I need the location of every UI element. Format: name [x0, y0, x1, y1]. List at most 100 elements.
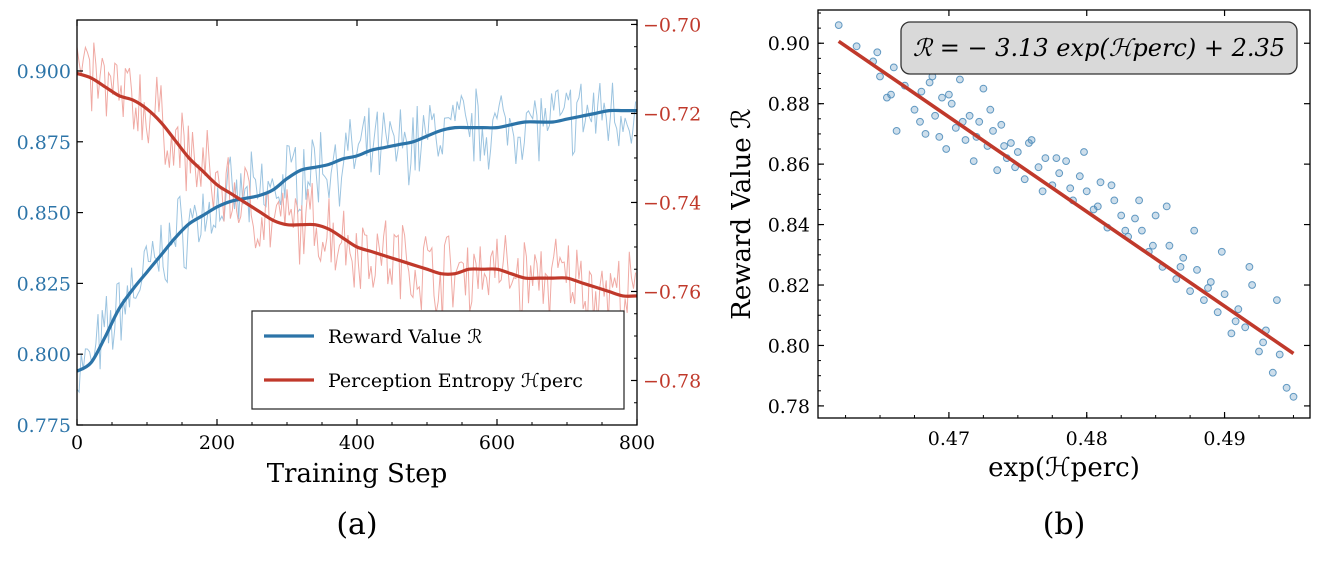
chart-b-frame [817, 9, 1311, 419]
scatter-point [1255, 347, 1263, 356]
scatter-point [917, 87, 926, 96]
scatter-point [852, 42, 861, 51]
x-tick-label: 800 [619, 432, 655, 454]
x-tick-label: 0.49 [1203, 428, 1245, 450]
left-tick-label: 0.875 [17, 132, 71, 154]
y-tick-label: 0.84 [768, 215, 810, 237]
y-tick-label: 0.86 [768, 154, 810, 176]
x-tick-label: 400 [339, 432, 375, 454]
scatter-point [979, 84, 988, 93]
chart-a-x-axis: 0 200 400 600 800 [71, 20, 655, 454]
legend-box [251, 310, 625, 410]
left-tick-label: 0.800 [17, 344, 71, 366]
scatter-point [1096, 178, 1105, 187]
scatter-point [1082, 187, 1091, 196]
scatter-point [1080, 148, 1088, 156]
y-tick-label: 0.80 [768, 335, 810, 357]
scatter-point [935, 133, 944, 141]
scatter-point [1041, 154, 1050, 163]
scatter-point [1289, 392, 1298, 401]
x-tick-label: 0.48 [1066, 428, 1108, 450]
legend-label-reward: Reward Value ℛ [328, 326, 483, 348]
chart-a-legend: Reward Value ℛ Perception Entropy ℋperc [251, 310, 625, 410]
scatter-point [889, 63, 898, 72]
annotation-equation: ℛ = − 3.13 exp(ℋperc) + 2.35 [913, 34, 1285, 62]
scatter-point [1066, 184, 1075, 193]
scatter-point [1282, 383, 1291, 392]
chart-a: 0 200 400 600 800 0.7750.8000.8250.8500.8750… [17, 14, 702, 542]
chart-b-x-axis: 0.47 0.48 0.49 [845, 10, 1294, 450]
scatter-point [1186, 287, 1194, 296]
scatter-point [1162, 202, 1171, 211]
x-tick-label: 0.47 [928, 428, 970, 450]
scatter-point [1190, 226, 1199, 235]
scatter-point [956, 75, 964, 84]
chart-b-x-label: exp(ℋperc) [988, 453, 1140, 483]
scatter-point [931, 111, 939, 120]
scatter-point [1020, 175, 1029, 184]
chart-b-caption: (b) [1043, 507, 1086, 542]
x-tick-label: 0 [71, 432, 83, 454]
chart-b: 0.47 0.48 0.49 0.78 0.80 0.82 0.84 0.86 0.88 0.9… [727, 9, 1311, 542]
scatter-point [834, 21, 843, 30]
scatter-point [1117, 211, 1126, 220]
scatter-point [942, 145, 951, 153]
chart-a-caption: (a) [336, 507, 377, 542]
scatter-point [1275, 350, 1284, 359]
scatter-point [1131, 214, 1139, 223]
scatter-point [1093, 202, 1102, 211]
y-tick-label: 0.78 [768, 396, 810, 418]
scatter-point [975, 117, 984, 126]
left-tick-label: 0.900 [17, 61, 71, 83]
scatter-point [1200, 296, 1208, 305]
right-tick-label: −0.72 [643, 103, 701, 125]
right-tick-label: −0.78 [643, 370, 701, 392]
chart-a-smooth-lines [77, 71, 637, 373]
scatter-point [1034, 163, 1043, 172]
scatter-point [1121, 226, 1130, 235]
scatter-point [945, 90, 953, 99]
scatter-point [1038, 187, 1047, 196]
scatter-point [1231, 317, 1240, 326]
scatter-point [887, 90, 895, 99]
scatter-point [961, 136, 970, 144]
scatter-point [965, 111, 974, 120]
chart-b-points [834, 21, 1298, 401]
scatter-point [1110, 196, 1119, 205]
scatter-point [951, 124, 960, 132]
scatter-point [1179, 253, 1188, 262]
scatter-point [1241, 323, 1250, 332]
scatter-point [910, 105, 919, 114]
scatter-point [1248, 281, 1256, 289]
scatter-point [1273, 296, 1281, 305]
scatter-point [986, 105, 995, 114]
chart-a-left-axis: 0.775 0.800 0.825 0.850 0.875 0.900 [17, 61, 83, 437]
scatter-point [1052, 154, 1061, 163]
scatter-point [1007, 139, 1015, 147]
scatter-point [969, 157, 978, 166]
scatter-point [1227, 329, 1236, 338]
scatter-point [989, 126, 997, 135]
x-tick-label: 600 [479, 432, 515, 454]
scatter-point [997, 120, 1006, 129]
scatter-point [921, 130, 930, 138]
scatter-point [1213, 308, 1222, 317]
scatter-point [1193, 266, 1201, 274]
scatter-point [1245, 263, 1254, 271]
scatter-point [1025, 139, 1033, 147]
y-tick-label: 0.88 [768, 94, 810, 116]
scatter-point [916, 117, 924, 126]
scatter-point [993, 166, 1002, 175]
scatter-point [1000, 142, 1008, 150]
annotation-box [900, 21, 1298, 75]
scatter-point [876, 72, 884, 81]
right-tick-label: −0.76 [643, 281, 701, 303]
entropy-noisy-line [77, 42, 637, 329]
right-tick-label: −0.70 [643, 14, 701, 36]
right-tick-label: −0.74 [643, 192, 701, 214]
x-tick-label: 200 [199, 432, 235, 454]
scatter-point [873, 48, 882, 57]
scatter-point [1165, 241, 1174, 250]
scatter-point [1259, 338, 1267, 347]
